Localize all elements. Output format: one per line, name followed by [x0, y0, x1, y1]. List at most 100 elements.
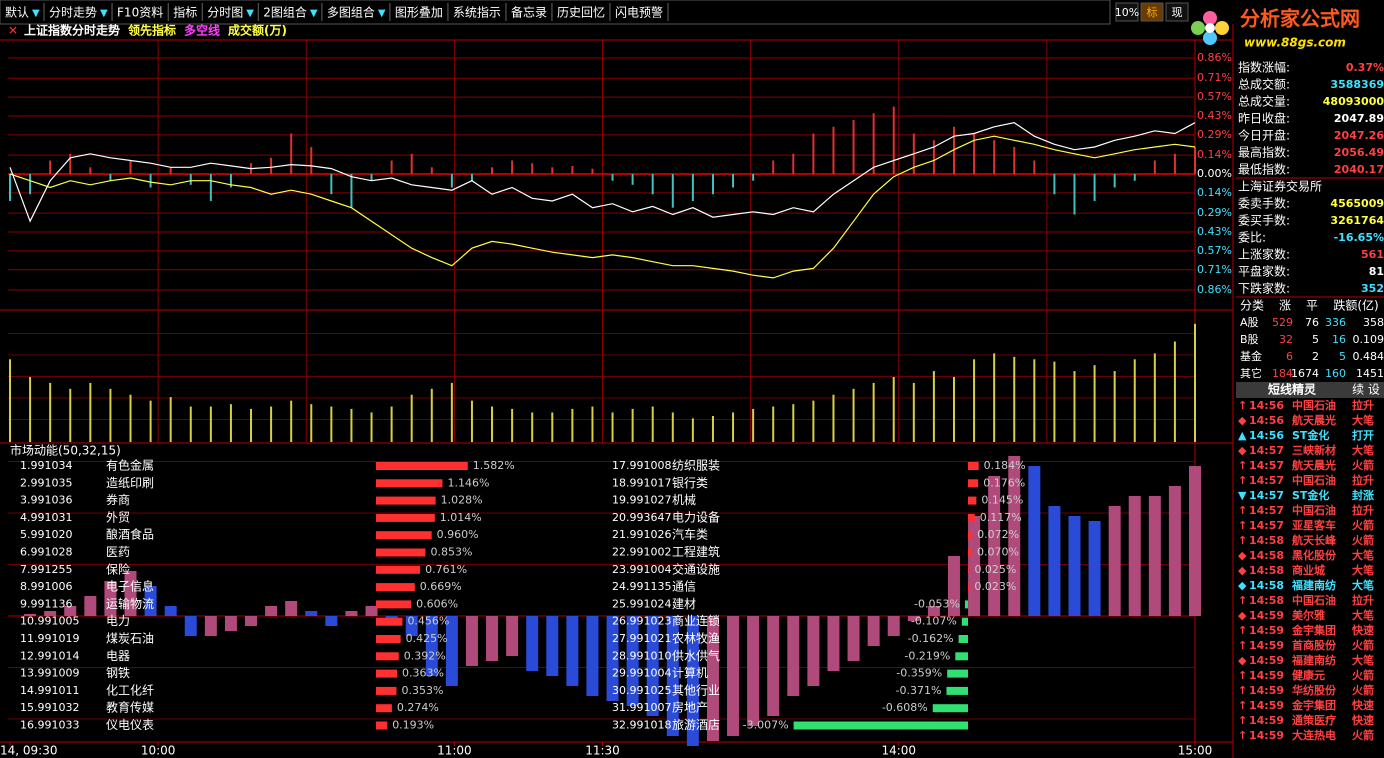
- stat-label: 委比:: [1238, 231, 1266, 245]
- momentum-bar: [626, 616, 639, 706]
- news-name[interactable]: 三峡新材: [1292, 443, 1336, 457]
- news-name[interactable]: 黑化股份: [1292, 548, 1337, 562]
- sector-name: 计算机: [672, 665, 708, 680]
- volume-bar: [1013, 356, 1016, 442]
- sector-code: 18.991017: [612, 476, 672, 489]
- news-event: 打开: [1352, 428, 1374, 442]
- lead-bar: [611, 174, 614, 181]
- news-name[interactable]: 金宇集团: [1291, 623, 1336, 637]
- logo-title: 分析家公式网: [1240, 7, 1360, 31]
- lead-bar: [792, 153, 795, 174]
- news-name[interactable]: 美尔雅: [1292, 608, 1325, 622]
- lead-bar: [189, 174, 192, 185]
- volume-bar: [551, 412, 554, 442]
- x-tick-label: 11:00: [437, 744, 472, 758]
- toolbar-button[interactable]: 闪电预警: [615, 5, 663, 20]
- sector-name: 有色金属: [106, 458, 154, 473]
- volume-bar: [49, 382, 52, 442]
- lead-bar: [209, 174, 212, 201]
- volume-bar: [812, 400, 815, 442]
- lead-bar: [229, 174, 232, 188]
- toolbar-toggle[interactable]: 10%: [1115, 6, 1139, 19]
- news-name[interactable]: 航天晨光: [1292, 413, 1336, 427]
- news-name[interactable]: 中国石油: [1292, 503, 1336, 517]
- news-icon: ↑: [1238, 519, 1247, 532]
- y-tick-label: 0.14%: [1197, 186, 1232, 199]
- news-name[interactable]: 商业城: [1292, 563, 1325, 577]
- sector-name: 外贸: [106, 510, 130, 524]
- sector-value: 1.028%: [441, 494, 483, 507]
- sector-code: 11.991019: [20, 632, 80, 645]
- toolbar-button[interactable]: 分时走势: [49, 6, 97, 20]
- toolbar-button[interactable]: 系统指示: [453, 5, 501, 20]
- y-tick-label: 0.29%: [1197, 206, 1232, 219]
- news-actions[interactable]: 续 设: [1352, 383, 1380, 397]
- news-event: 大笔: [1352, 413, 1374, 427]
- stat-value: 2040.17: [1334, 163, 1384, 176]
- news-name[interactable]: 中国石油: [1292, 398, 1336, 412]
- dropdown-arrow[interactable]: ▼: [246, 8, 254, 19]
- news-name[interactable]: 大连热电: [1292, 728, 1336, 742]
- news-name[interactable]: 首商股份: [1292, 638, 1337, 652]
- toolbar-button[interactable]: F10资料: [117, 6, 163, 20]
- news-name[interactable]: 亚星客车: [1292, 518, 1336, 532]
- volume-bar: [912, 382, 915, 442]
- news-name[interactable]: 中国石油: [1292, 593, 1336, 607]
- momentum-bar: [1048, 506, 1061, 616]
- news-name[interactable]: ST金化: [1292, 488, 1329, 502]
- close-icon[interactable]: ✕: [8, 24, 18, 38]
- dropdown-arrow[interactable]: ▼: [32, 8, 40, 19]
- volume-bar: [350, 408, 353, 442]
- sector-code: 29.991004: [612, 667, 672, 680]
- news-icon: ↑: [1238, 699, 1247, 712]
- sector-name: 纺织服装: [672, 459, 720, 473]
- news-name[interactable]: 华纺股份: [1292, 683, 1337, 697]
- sector-bar: [376, 686, 397, 695]
- chart-header-item: 领先指标: [128, 23, 176, 38]
- toolbar-button[interactable]: 图形叠加: [395, 6, 443, 20]
- toolbar-button[interactable]: 2图组合: [263, 5, 307, 20]
- news-name[interactable]: 福建南纺: [1291, 578, 1336, 592]
- volume-bar: [872, 382, 875, 442]
- lead-bar: [551, 167, 554, 174]
- momentum-bar: [747, 616, 760, 726]
- toolbar-button[interactable]: 历史回忆: [557, 6, 605, 20]
- news-name[interactable]: 航天长峰: [1292, 533, 1337, 547]
- momentum-bar: [486, 616, 499, 661]
- momentum-bar: [24, 614, 37, 616]
- volume-bar: [732, 412, 735, 442]
- dropdown-arrow[interactable]: ▼: [100, 8, 108, 19]
- sector-value: 0.960%: [437, 528, 479, 541]
- news-name[interactable]: 金宇集团: [1291, 698, 1336, 712]
- stat-value: 4565009: [1330, 197, 1384, 210]
- stat-value: 352: [1361, 282, 1384, 295]
- y-tick-label: 0.43%: [1197, 225, 1232, 238]
- sector-name: 电力: [106, 614, 130, 628]
- toolbar-button[interactable]: 分时图: [207, 6, 243, 20]
- sector-name: 建材: [672, 597, 696, 611]
- sector-name: 酿酒食品: [106, 527, 154, 542]
- news-name[interactable]: 健康元: [1292, 668, 1325, 682]
- chart-header-item: 多空线: [184, 23, 220, 38]
- news-icon: ↑: [1238, 399, 1247, 412]
- toolbar-button[interactable]: 多图组合: [327, 5, 375, 20]
- dropdown-arrow[interactable]: ▼: [378, 8, 386, 19]
- toolbar-button[interactable]: 备忘录: [511, 5, 547, 20]
- news-name[interactable]: ST金化: [1292, 428, 1329, 442]
- news-name[interactable]: 通策医疗: [1292, 713, 1336, 727]
- y-tick-label: 0.71%: [1197, 71, 1232, 84]
- sector-bar: [376, 583, 415, 592]
- news-name[interactable]: 中国石油: [1292, 473, 1336, 487]
- news-name[interactable]: 航天晨光: [1292, 458, 1336, 472]
- sector-bar: [376, 565, 421, 574]
- sector-code: 4.991031: [20, 511, 73, 524]
- toolbar-button[interactable]: 默认: [5, 5, 29, 20]
- toolbar-button[interactable]: 指标: [173, 5, 197, 20]
- news-name[interactable]: 福建南纺: [1291, 653, 1336, 667]
- price-line: [9, 122, 1196, 223]
- toolbar-toggle[interactable]: 现: [1172, 6, 1183, 19]
- news-event: 大笔: [1352, 548, 1374, 562]
- dropdown-arrow[interactable]: ▼: [310, 8, 318, 19]
- volume-bar: [189, 406, 192, 442]
- toolbar-toggle[interactable]: 标: [1147, 5, 1158, 19]
